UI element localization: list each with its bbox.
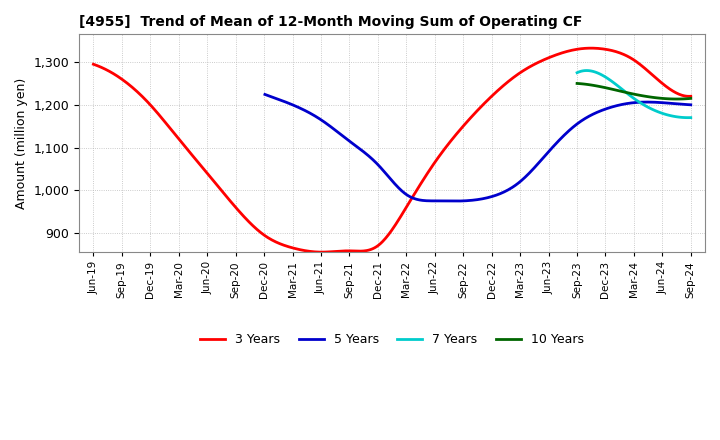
10 Years bbox=[642, 94, 650, 99]
7 Years bbox=[673, 114, 682, 120]
Line: 10 Years: 10 Years bbox=[577, 84, 690, 99]
Line: 5 Years: 5 Years bbox=[265, 95, 690, 201]
10 Years bbox=[686, 96, 695, 101]
7 Years bbox=[582, 68, 591, 73]
Y-axis label: Amount (million yen): Amount (million yen) bbox=[15, 77, 28, 209]
7 Years bbox=[600, 73, 608, 79]
7 Years bbox=[642, 104, 651, 109]
10 Years bbox=[673, 96, 682, 102]
5 Years bbox=[261, 92, 269, 97]
3 Years bbox=[540, 57, 549, 62]
3 Years bbox=[686, 94, 695, 99]
7 Years bbox=[611, 81, 619, 86]
10 Years bbox=[588, 83, 596, 88]
3 Years bbox=[243, 217, 251, 223]
5 Years bbox=[287, 102, 296, 107]
5 Years bbox=[493, 192, 502, 198]
Line: 7 Years: 7 Years bbox=[577, 70, 690, 117]
10 Years bbox=[599, 84, 608, 90]
3 Years bbox=[89, 62, 98, 67]
5 Years bbox=[449, 198, 458, 204]
Text: [4955]  Trend of Mean of 12-Month Moving Sum of Operating CF: [4955] Trend of Mean of 12-Month Moving … bbox=[79, 15, 582, 29]
3 Years bbox=[442, 144, 451, 149]
7 Years bbox=[686, 115, 695, 120]
10 Years bbox=[610, 87, 618, 92]
3 Years bbox=[489, 92, 498, 97]
5 Years bbox=[686, 102, 695, 107]
7 Years bbox=[573, 70, 582, 75]
7 Years bbox=[616, 86, 625, 91]
7 Years bbox=[589, 69, 598, 74]
5 Years bbox=[533, 162, 541, 167]
3 Years bbox=[318, 249, 326, 255]
5 Years bbox=[391, 182, 400, 187]
5 Years bbox=[569, 125, 577, 130]
10 Years bbox=[672, 96, 681, 102]
3 Years bbox=[360, 248, 369, 253]
5 Years bbox=[312, 114, 320, 119]
10 Years bbox=[573, 81, 582, 86]
3 Years bbox=[195, 161, 204, 166]
3 Years bbox=[587, 45, 595, 51]
Legend: 3 Years, 5 Years, 7 Years, 10 Years: 3 Years, 5 Years, 7 Years, 10 Years bbox=[195, 328, 590, 351]
Line: 3 Years: 3 Years bbox=[94, 48, 690, 252]
10 Years bbox=[616, 88, 624, 94]
7 Years bbox=[685, 115, 693, 120]
